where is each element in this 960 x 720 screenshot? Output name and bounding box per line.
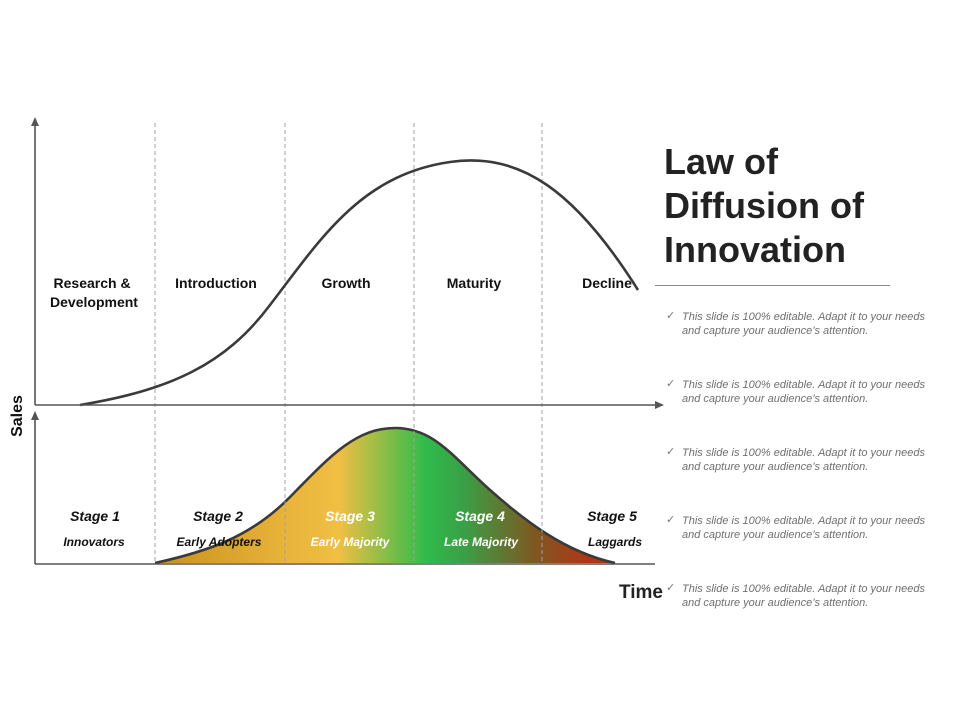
title-line-2: Diffusion of bbox=[664, 185, 864, 226]
stage-4-group: Late Majority bbox=[444, 535, 519, 549]
note-text: This slide is 100% editable. Adapt it to… bbox=[682, 447, 925, 473]
note-text: This slide is 100% editable. Adapt it to… bbox=[682, 583, 925, 609]
y-axis-label: Sales bbox=[9, 395, 26, 437]
note-item: ✓ This slide is 100% editable. Adapt it … bbox=[666, 514, 946, 582]
stage-5-label: Stage 5 bbox=[587, 508, 637, 524]
check-icon: ✓ bbox=[666, 310, 676, 322]
note-text: This slide is 100% editable. Adapt it to… bbox=[682, 311, 925, 337]
note-item: ✓ This slide is 100% editable. Adapt it … bbox=[666, 582, 946, 650]
phase-label-decline: Decline bbox=[582, 275, 632, 291]
phase-label-maturity: Maturity bbox=[447, 275, 502, 291]
upper-y-axis-arrow bbox=[31, 117, 39, 126]
upper-x-axis-arrow bbox=[655, 401, 664, 409]
page-title: Law of Diffusion of Innovation bbox=[664, 140, 894, 272]
check-icon: ✓ bbox=[666, 446, 676, 458]
stage-3-group: Early Majority bbox=[311, 535, 391, 549]
title-line-1: Law of bbox=[664, 141, 778, 182]
phase-label-growth: Growth bbox=[322, 275, 371, 291]
lower-y-axis-arrow bbox=[31, 411, 39, 420]
title-line-3: Innovation bbox=[664, 229, 846, 270]
stage-3-label: Stage 3 bbox=[325, 508, 375, 524]
phase-label-introduction: Introduction bbox=[175, 275, 257, 291]
stage-2-group: Early Adopters bbox=[177, 535, 262, 549]
check-icon: ✓ bbox=[666, 514, 676, 526]
note-text: This slide is 100% editable. Adapt it to… bbox=[682, 379, 925, 405]
note-item: ✓ This slide is 100% editable. Adapt it … bbox=[666, 310, 946, 378]
note-item: ✓ This slide is 100% editable. Adapt it … bbox=[666, 446, 946, 514]
notes-list: ✓ This slide is 100% editable. Adapt it … bbox=[666, 310, 946, 650]
stage-2-label: Stage 2 bbox=[193, 508, 243, 524]
sales-lifecycle-curve bbox=[79, 159, 640, 407]
adoption-bell-area bbox=[155, 428, 615, 563]
note-item: ✓ This slide is 100% editable. Adapt it … bbox=[666, 378, 946, 446]
stage-5-group: Laggards bbox=[588, 535, 642, 549]
x-axis-label: Time bbox=[619, 582, 663, 603]
check-icon: ✓ bbox=[666, 378, 676, 390]
stage-1-group: Innovators bbox=[63, 535, 125, 549]
phase-label-rnd: Research & Development bbox=[50, 275, 138, 310]
check-icon: ✓ bbox=[666, 582, 676, 594]
adoption-bell-outline bbox=[154, 426, 616, 565]
stage-4-label: Stage 4 bbox=[455, 508, 505, 524]
note-text: This slide is 100% editable. Adapt it to… bbox=[682, 515, 925, 541]
title-divider bbox=[655, 285, 890, 286]
stage-1-label: Stage 1 bbox=[70, 508, 120, 524]
